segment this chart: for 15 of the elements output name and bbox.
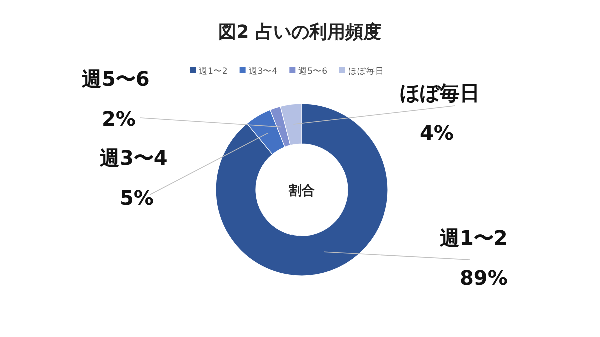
slice-label: 週3〜4 [99,146,168,170]
text: 割合 [288,183,315,199]
data-label: 4% [420,121,454,145]
slice-label: 週1〜2 [439,226,508,250]
chart-title: 図2 占いの利用頻度 [218,22,382,43]
data-label: 89% [460,266,508,290]
data-label: 2% [102,107,136,131]
slice-label: ほぼ毎日 [400,81,480,105]
legend-label: ほぼ毎日 [348,66,384,77]
donut-slice [216,104,388,276]
legend-label: 週5〜6 [298,66,328,77]
data-label: 5% [120,186,154,210]
legend-label: 週3〜4 [248,66,278,77]
legend-label: 週1〜2 [199,66,228,77]
slice-label: 週5〜6 [81,67,150,91]
